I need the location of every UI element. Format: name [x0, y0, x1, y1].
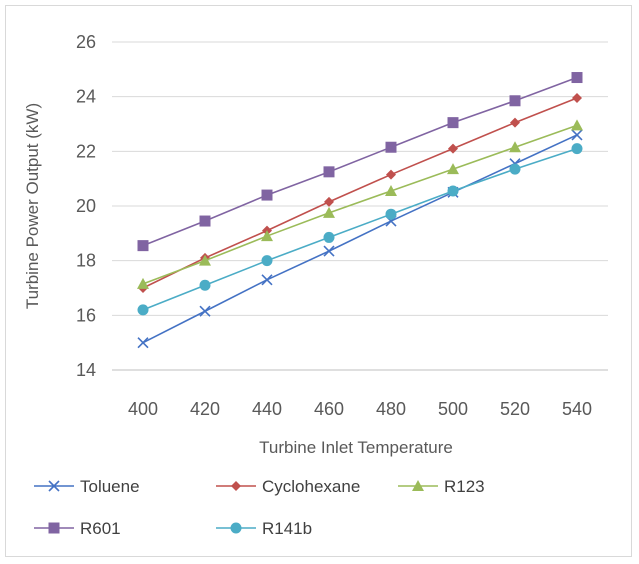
marker-stroke: [323, 245, 335, 257]
data-point-cyclohexane: [386, 169, 396, 180]
series-r123: [137, 119, 583, 289]
marker-stroke: [261, 274, 273, 286]
series-group: [137, 72, 583, 349]
x-tick-label: 400: [128, 399, 158, 419]
data-point-r141b: [137, 304, 149, 316]
data-point-r123: [509, 141, 521, 153]
legend-label: R141b: [262, 519, 312, 538]
legend-item-r123: R123: [398, 477, 485, 496]
data-point-r123: [571, 119, 583, 131]
data-point-r123: [199, 254, 211, 266]
marker-stroke: [137, 337, 149, 349]
x-tick-label: 420: [190, 399, 220, 419]
y-tick-label: 18: [76, 251, 96, 271]
series-r601: [137, 72, 583, 252]
legend-item-toluene: Toluene: [34, 477, 140, 496]
legend-marker: [412, 480, 424, 491]
x-tick-label: 520: [500, 399, 530, 419]
series-line-cyclohexane: [142, 97, 578, 289]
marker-stroke: [571, 129, 583, 141]
data-point-r601: [261, 189, 273, 201]
data-point-r141b: [199, 279, 211, 291]
legend-label: R601: [80, 519, 121, 538]
data-point-r601: [137, 240, 149, 252]
data-point-r123: [385, 184, 397, 196]
x-axis-label: Turbine Inlet Temperature: [259, 438, 453, 457]
data-point-toluene: [261, 274, 273, 286]
data-point-r601: [447, 117, 459, 129]
data-point-r123: [447, 163, 459, 175]
data-point-r141b: [261, 255, 273, 267]
data-point-r601: [323, 166, 335, 178]
legend-marker: [48, 522, 60, 534]
data-point-r601: [385, 141, 397, 153]
data-point-r601: [571, 72, 583, 84]
data-point-r141b: [571, 143, 583, 155]
series-line-toluene: [142, 134, 578, 344]
data-point-cyclohexane: [510, 117, 520, 128]
legend-label: R123: [444, 477, 485, 496]
marker-stroke: [48, 480, 60, 492]
legend-marker: [48, 480, 60, 492]
legend-item-r601: R601: [34, 519, 121, 538]
data-point-r141b: [447, 185, 459, 197]
series-line-r123: [142, 124, 578, 285]
data-point-r601: [199, 215, 211, 227]
legend-item-cyclohexane: Cyclohexane: [216, 477, 360, 496]
data-point-r141b: [385, 208, 397, 220]
x-tick-label: 540: [562, 399, 592, 419]
legend: Toluene Cyclohexane R123 R601 R141b: [34, 477, 485, 538]
y-tick-labels: 14 16 18 20 22 24 26: [76, 32, 96, 380]
legend-label: Toluene: [80, 477, 140, 496]
x-tick-labels: 400 420 440 460 480 500 520 540: [128, 399, 592, 419]
y-tick-label: 16: [76, 305, 96, 325]
y-axis-label: Turbine Power Output (kW): [23, 103, 42, 309]
legend-marker: [231, 481, 241, 491]
data-point-toluene: [571, 129, 583, 141]
legend-marker: [230, 522, 242, 534]
data-point-toluene: [199, 305, 211, 317]
y-tick-label: 20: [76, 196, 96, 216]
series-line-r141b: [142, 147, 578, 311]
data-point-r601: [509, 95, 521, 107]
x-tick-label: 480: [376, 399, 406, 419]
legend-item-r141b: R141b: [216, 519, 312, 538]
x-tick-label: 500: [438, 399, 468, 419]
data-point-toluene: [137, 337, 149, 349]
data-point-cyclohexane: [572, 93, 582, 104]
data-point-r141b: [323, 231, 335, 243]
data-point-cyclohexane: [448, 143, 458, 154]
data-point-r123: [137, 277, 149, 289]
series-toluene: [137, 129, 583, 349]
series-r141b: [137, 143, 583, 316]
data-point-r123: [323, 206, 335, 218]
marker-stroke: [199, 305, 211, 317]
y-tick-label: 22: [76, 141, 96, 161]
data-point-toluene: [323, 245, 335, 257]
x-tick-label: 460: [314, 399, 344, 419]
y-tick-label: 26: [76, 32, 96, 52]
y-tick-label: 14: [76, 360, 96, 380]
data-point-cyclohexane: [324, 196, 334, 207]
series-line-r601: [142, 76, 578, 247]
x-tick-label: 440: [252, 399, 282, 419]
data-point-r141b: [509, 163, 521, 175]
data-point-r123: [261, 230, 273, 242]
legend-label: Cyclohexane: [262, 477, 360, 496]
y-tick-label: 24: [76, 87, 96, 107]
